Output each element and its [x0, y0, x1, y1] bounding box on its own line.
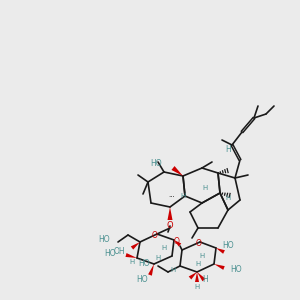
Polygon shape — [189, 272, 197, 280]
Polygon shape — [167, 207, 172, 220]
Polygon shape — [125, 253, 137, 258]
Text: H: H — [129, 259, 135, 265]
Text: H: H — [202, 275, 208, 284]
Text: O: O — [152, 232, 158, 241]
Text: H: H — [155, 255, 160, 261]
Polygon shape — [214, 264, 225, 270]
Text: HO: HO — [230, 266, 242, 274]
Polygon shape — [174, 240, 181, 247]
Text: H: H — [195, 261, 201, 267]
Text: OH: OH — [113, 248, 125, 256]
Text: H: H — [161, 245, 166, 251]
Text: H: H — [180, 193, 186, 199]
Text: H: H — [202, 185, 208, 191]
Polygon shape — [148, 264, 154, 276]
Text: H: H — [200, 253, 205, 259]
Text: HO: HO — [136, 275, 148, 284]
Text: H: H — [225, 146, 231, 154]
Polygon shape — [171, 166, 183, 176]
Text: HO: HO — [98, 236, 110, 244]
Text: H: H — [170, 267, 175, 273]
Polygon shape — [131, 242, 140, 250]
Polygon shape — [195, 272, 199, 282]
Text: H: H — [194, 284, 200, 290]
Text: O: O — [167, 221, 173, 230]
Text: H: H — [225, 195, 231, 201]
Text: O: O — [174, 238, 180, 247]
Text: O: O — [196, 239, 202, 248]
Text: ...: ... — [169, 192, 176, 198]
Polygon shape — [197, 272, 206, 281]
Polygon shape — [216, 248, 225, 254]
Text: HO: HO — [150, 158, 162, 167]
Text: HO: HO — [222, 242, 234, 250]
Text: HO: HO — [104, 248, 116, 257]
Text: HO: HO — [138, 260, 150, 268]
